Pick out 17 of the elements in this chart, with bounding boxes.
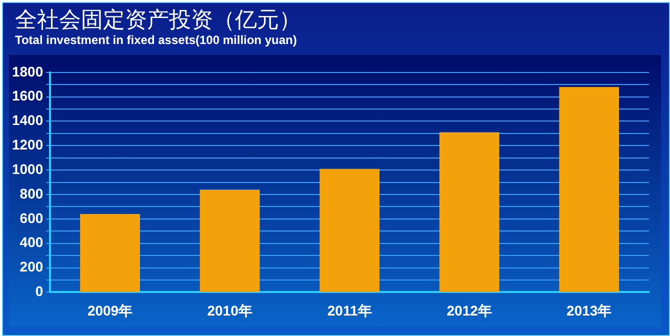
y-tick-label: 400 (20, 234, 44, 250)
y-tick-label: 1000 (12, 160, 44, 177)
y-tick-label: 0 (35, 283, 44, 300)
y-tick-label: 200 (20, 258, 44, 275)
x-tick-label: 2011年 (327, 302, 372, 318)
y-tick-label: 600 (20, 210, 44, 226)
x-tick-label: 2012年 (446, 302, 492, 318)
x-tick-label: 2010年 (207, 302, 252, 318)
x-tick-label: 2013年 (566, 302, 612, 318)
y-tick-label: 1600 (12, 88, 44, 104)
x-tick-label: 2009年 (87, 302, 133, 318)
chart-subtitle: Total investment in fixed assets(100 million yuan) (15, 33, 297, 47)
chart-title: 全社会固定资产投资（亿元） (15, 7, 301, 35)
y-tick-label: 1200 (12, 136, 44, 153)
y-tick-label: 1800 (12, 63, 44, 80)
y-tick-label: 800 (20, 185, 44, 202)
y-tick-label: 1400 (12, 112, 44, 128)
